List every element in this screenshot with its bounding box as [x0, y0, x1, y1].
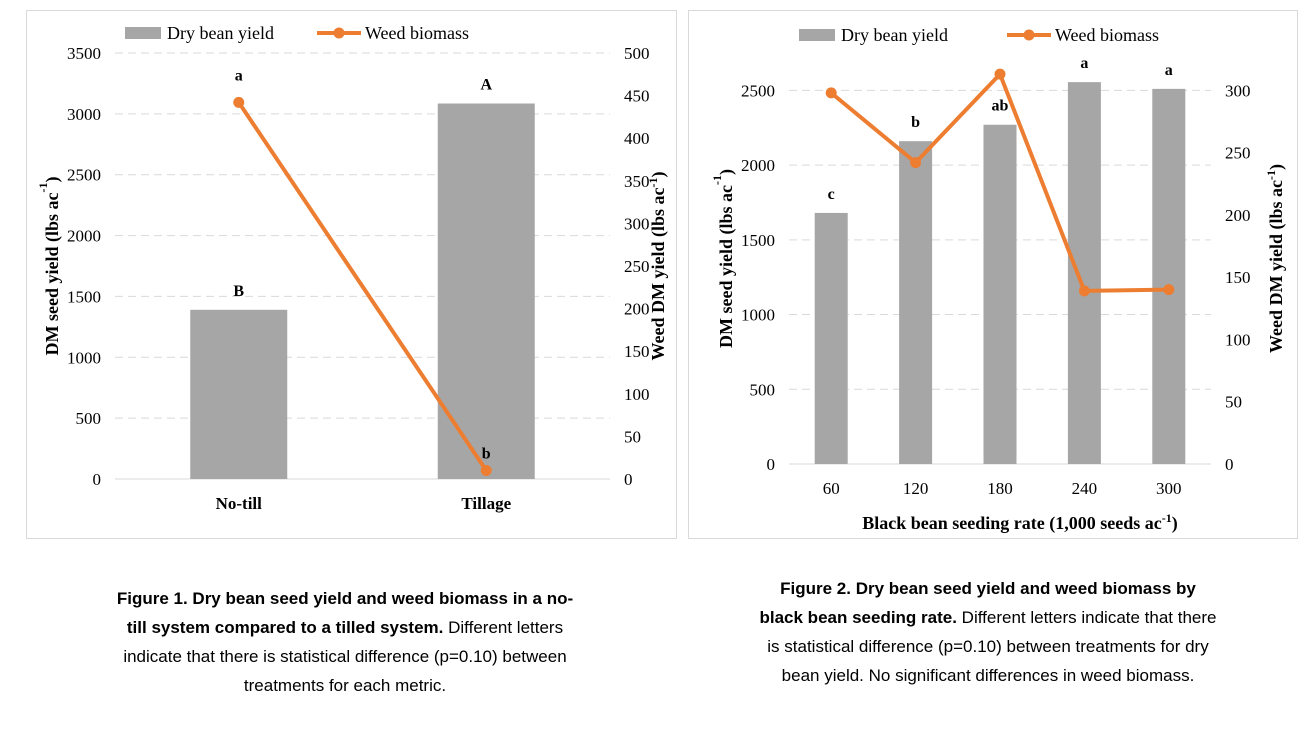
chart-1-y2-tick-label: 500	[624, 44, 650, 63]
chart-panel-1: 0 500 1000 1500 2000 2500 3000 3500 0 50 100 150 200…	[26, 10, 677, 539]
chart-2-y-tick-label: 2000	[741, 156, 775, 175]
chart-1-weed-line	[237, 101, 488, 472]
chart-1-legend-bar-label: Dry bean yield	[167, 23, 274, 43]
chart-1-y-tick-label: 2500	[67, 166, 101, 185]
chart-2-y2-tick-label: 50	[1225, 393, 1242, 412]
chart-1-y-tick-label: 500	[76, 409, 102, 428]
chart-2-x-tick-label: 60	[823, 479, 840, 498]
figure-2-caption-title: Figure 2. Dry bean seed yield and weed b…	[759, 579, 1196, 627]
figure-1-caption-title: Figure 1. Dry bean seed yield and weed b…	[116, 589, 574, 637]
chart-2-x-tick-label: 120	[903, 479, 929, 498]
figure-1-caption-text: Different letters indicate that there is…	[123, 618, 567, 695]
chart-1-bar-sig-label: A	[480, 77, 492, 94]
chart-2-y-tick-label: 0	[767, 455, 776, 474]
chart-2-y2-tick-label: 100	[1225, 330, 1251, 349]
chart-1-bar	[190, 309, 288, 479]
chart-2-y2-tick-label: 150	[1225, 268, 1251, 287]
chart-2-weed-point	[910, 157, 922, 169]
chart-1-y2-tick-label: 50	[624, 427, 641, 446]
chart-1-svg: 0 500 1000 1500 2000 2500 3000 3500 0 50 100 150 200…	[36, 23, 669, 513]
chart-1-y2-tick-label: 300	[624, 214, 650, 233]
chart-2-x-tick-label: 180	[987, 479, 1013, 498]
chart-2-legend-bar-swatch	[799, 29, 835, 41]
chart-2-weed-point	[825, 87, 837, 99]
chart-1-y-tick-label: 3500	[67, 44, 101, 63]
chart-1-y-tick-label: 2000	[67, 227, 101, 246]
chart-1-y2-tick-label: 350	[624, 172, 650, 191]
chart-1-y2-tick-label: 150	[624, 342, 650, 361]
chart-2-y2-tick-label: 300	[1225, 81, 1251, 100]
chart-1-legend-line-label: Weed biomass	[365, 23, 469, 43]
chart-2-y-tick-label: 500	[750, 380, 776, 399]
chart-2-legend-bar-label: Dry bean yield	[841, 25, 948, 45]
chart-1-y2-tick-label: 0	[624, 470, 633, 489]
chart-2-weed-point	[1163, 284, 1175, 296]
chart-1-y-tick-label: 1000	[67, 348, 101, 367]
chart-2-bar-sig-label: a	[1080, 55, 1088, 72]
chart-2-bar	[983, 124, 1017, 464]
chart-2-bar-sig-label: c	[828, 186, 835, 203]
chart-2-bar	[899, 141, 933, 465]
chart-1-weed-point	[480, 464, 492, 476]
chart-2-bar	[1067, 82, 1101, 464]
chart-2-bar-sig-label: a	[1165, 62, 1173, 79]
chart-1-y-tick-label: 1500	[67, 287, 101, 306]
chart-1-bar	[437, 103, 535, 480]
chart-1-line-sig-label: a	[235, 67, 243, 84]
chart-1-y-tick-label: 0	[93, 470, 102, 489]
figure-2-caption-text: Different letters indicate that there is…	[767, 608, 1217, 685]
chart-1-y-tick-label: 3000	[67, 105, 101, 124]
chart-2-y-tick-label: 1500	[741, 231, 775, 250]
chart-2-y2-tick-label: 200	[1225, 206, 1251, 225]
chart-2-bar-sig-label: b	[911, 114, 920, 131]
chart-2-y2-axis-title: Weed DM yield (lbs ac-1)	[1264, 164, 1287, 353]
chart-1-y2-tick-label: 250	[624, 257, 650, 276]
chart-panel-2: 0 500 1000 1500 2000 2500 0 50 100 150 200 250 300 c b…	[688, 10, 1298, 539]
chart-1-y-axis-title: DM seed yield (lbs ac-1)	[36, 177, 63, 356]
chart-2-y2-tick-label: 250	[1225, 144, 1251, 163]
chart-1-y2-tick-label: 200	[624, 300, 650, 319]
chart-2-x-tick-label: 300	[1156, 479, 1182, 498]
chart-2-y-tick-label: 1000	[741, 306, 775, 325]
chart-1-legend-line-marker	[333, 27, 345, 39]
chart-1-weed-point	[233, 96, 245, 108]
chart-1-x-tick-label: No-till	[216, 494, 263, 513]
chart-2-y2-tick-label: 0	[1225, 455, 1234, 474]
chart-1-y2-tick-label: 100	[624, 385, 650, 404]
figure-1-caption: Figure 1. Dry bean seed yield and weed b…	[110, 584, 580, 700]
chart-2-x-axis-title: Black bean seeding rate (1,000 seeds ac-…	[862, 511, 1177, 534]
chart-2-y-tick-label: 2500	[741, 81, 775, 100]
chart-1-y2-tick-label: 450	[624, 87, 650, 106]
chart-1-bar-sig-label: B	[233, 283, 244, 300]
chart-1-line-sig-label: b	[482, 445, 491, 462]
chart-2-legend-line-marker	[1023, 29, 1035, 41]
chart-1-y2-tick-label: 400	[624, 129, 650, 148]
chart-1-legend-bar-swatch	[125, 27, 161, 39]
chart-2-x-tick-label: 240	[1072, 479, 1098, 498]
chart-2-weed-point	[994, 68, 1006, 80]
chart-2-svg: 0 500 1000 1500 2000 2500 0 50 100 150 200 250 300 c b…	[710, 25, 1287, 534]
chart-2-bar-sig-label: ab	[992, 98, 1009, 115]
chart-2-bar	[1152, 88, 1186, 465]
chart-2-bar	[814, 212, 848, 464]
chart-2-weed-point	[1078, 285, 1090, 297]
chart-2-y-axis-title: DM seed yield (lbs ac-1)	[710, 169, 737, 348]
figure-2-caption: Figure 2. Dry bean seed yield and weed b…	[758, 574, 1218, 690]
chart-1-x-tick-label: Tillage	[461, 494, 511, 513]
chart-1-y2-axis-title: Weed DM yield (lbs ac-1)	[646, 172, 669, 361]
chart-2-legend-line-label: Weed biomass	[1055, 25, 1159, 45]
